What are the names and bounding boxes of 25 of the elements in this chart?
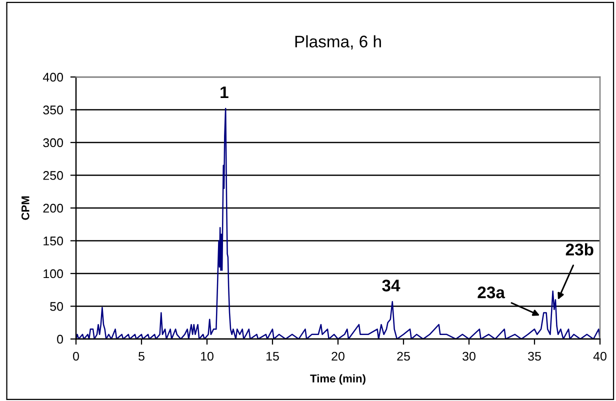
- y-tick-label: 400: [42, 72, 64, 82]
- y-tick-label: 300: [43, 138, 64, 148]
- y-tick-label: 0: [57, 334, 64, 344]
- x-tick-label: 5: [138, 352, 144, 361]
- y-tick-label: 150: [44, 236, 64, 246]
- x-tick-label: 0: [73, 352, 79, 361]
- x-tick-label: 10: [201, 352, 214, 361]
- y-axis-title: CPM: [21, 196, 30, 220]
- chart-title: Plasma, 6 h: [295, 35, 381, 50]
- y-tick-label: 100: [44, 269, 64, 278]
- y-tick-label: 350: [43, 106, 64, 114]
- y-tick-label: 250: [43, 171, 64, 180]
- x-tick-label: 20: [332, 352, 344, 361]
- annotation: 23a: [478, 286, 506, 298]
- annotation: 1: [220, 86, 228, 98]
- x-tick-label: 15: [266, 352, 279, 361]
- x-tick-label: 25: [397, 352, 410, 361]
- annotation: 23b: [566, 243, 594, 256]
- x-axis-title: Time (min): [310, 374, 366, 385]
- x-tick-label: 35: [528, 352, 541, 361]
- annotation: 34: [382, 280, 400, 292]
- x-tick-label: 40: [593, 352, 606, 361]
- y-tick-label: 50: [50, 302, 64, 311]
- x-tick-label: 30: [462, 352, 476, 361]
- y-tick-label: 200: [43, 204, 64, 213]
